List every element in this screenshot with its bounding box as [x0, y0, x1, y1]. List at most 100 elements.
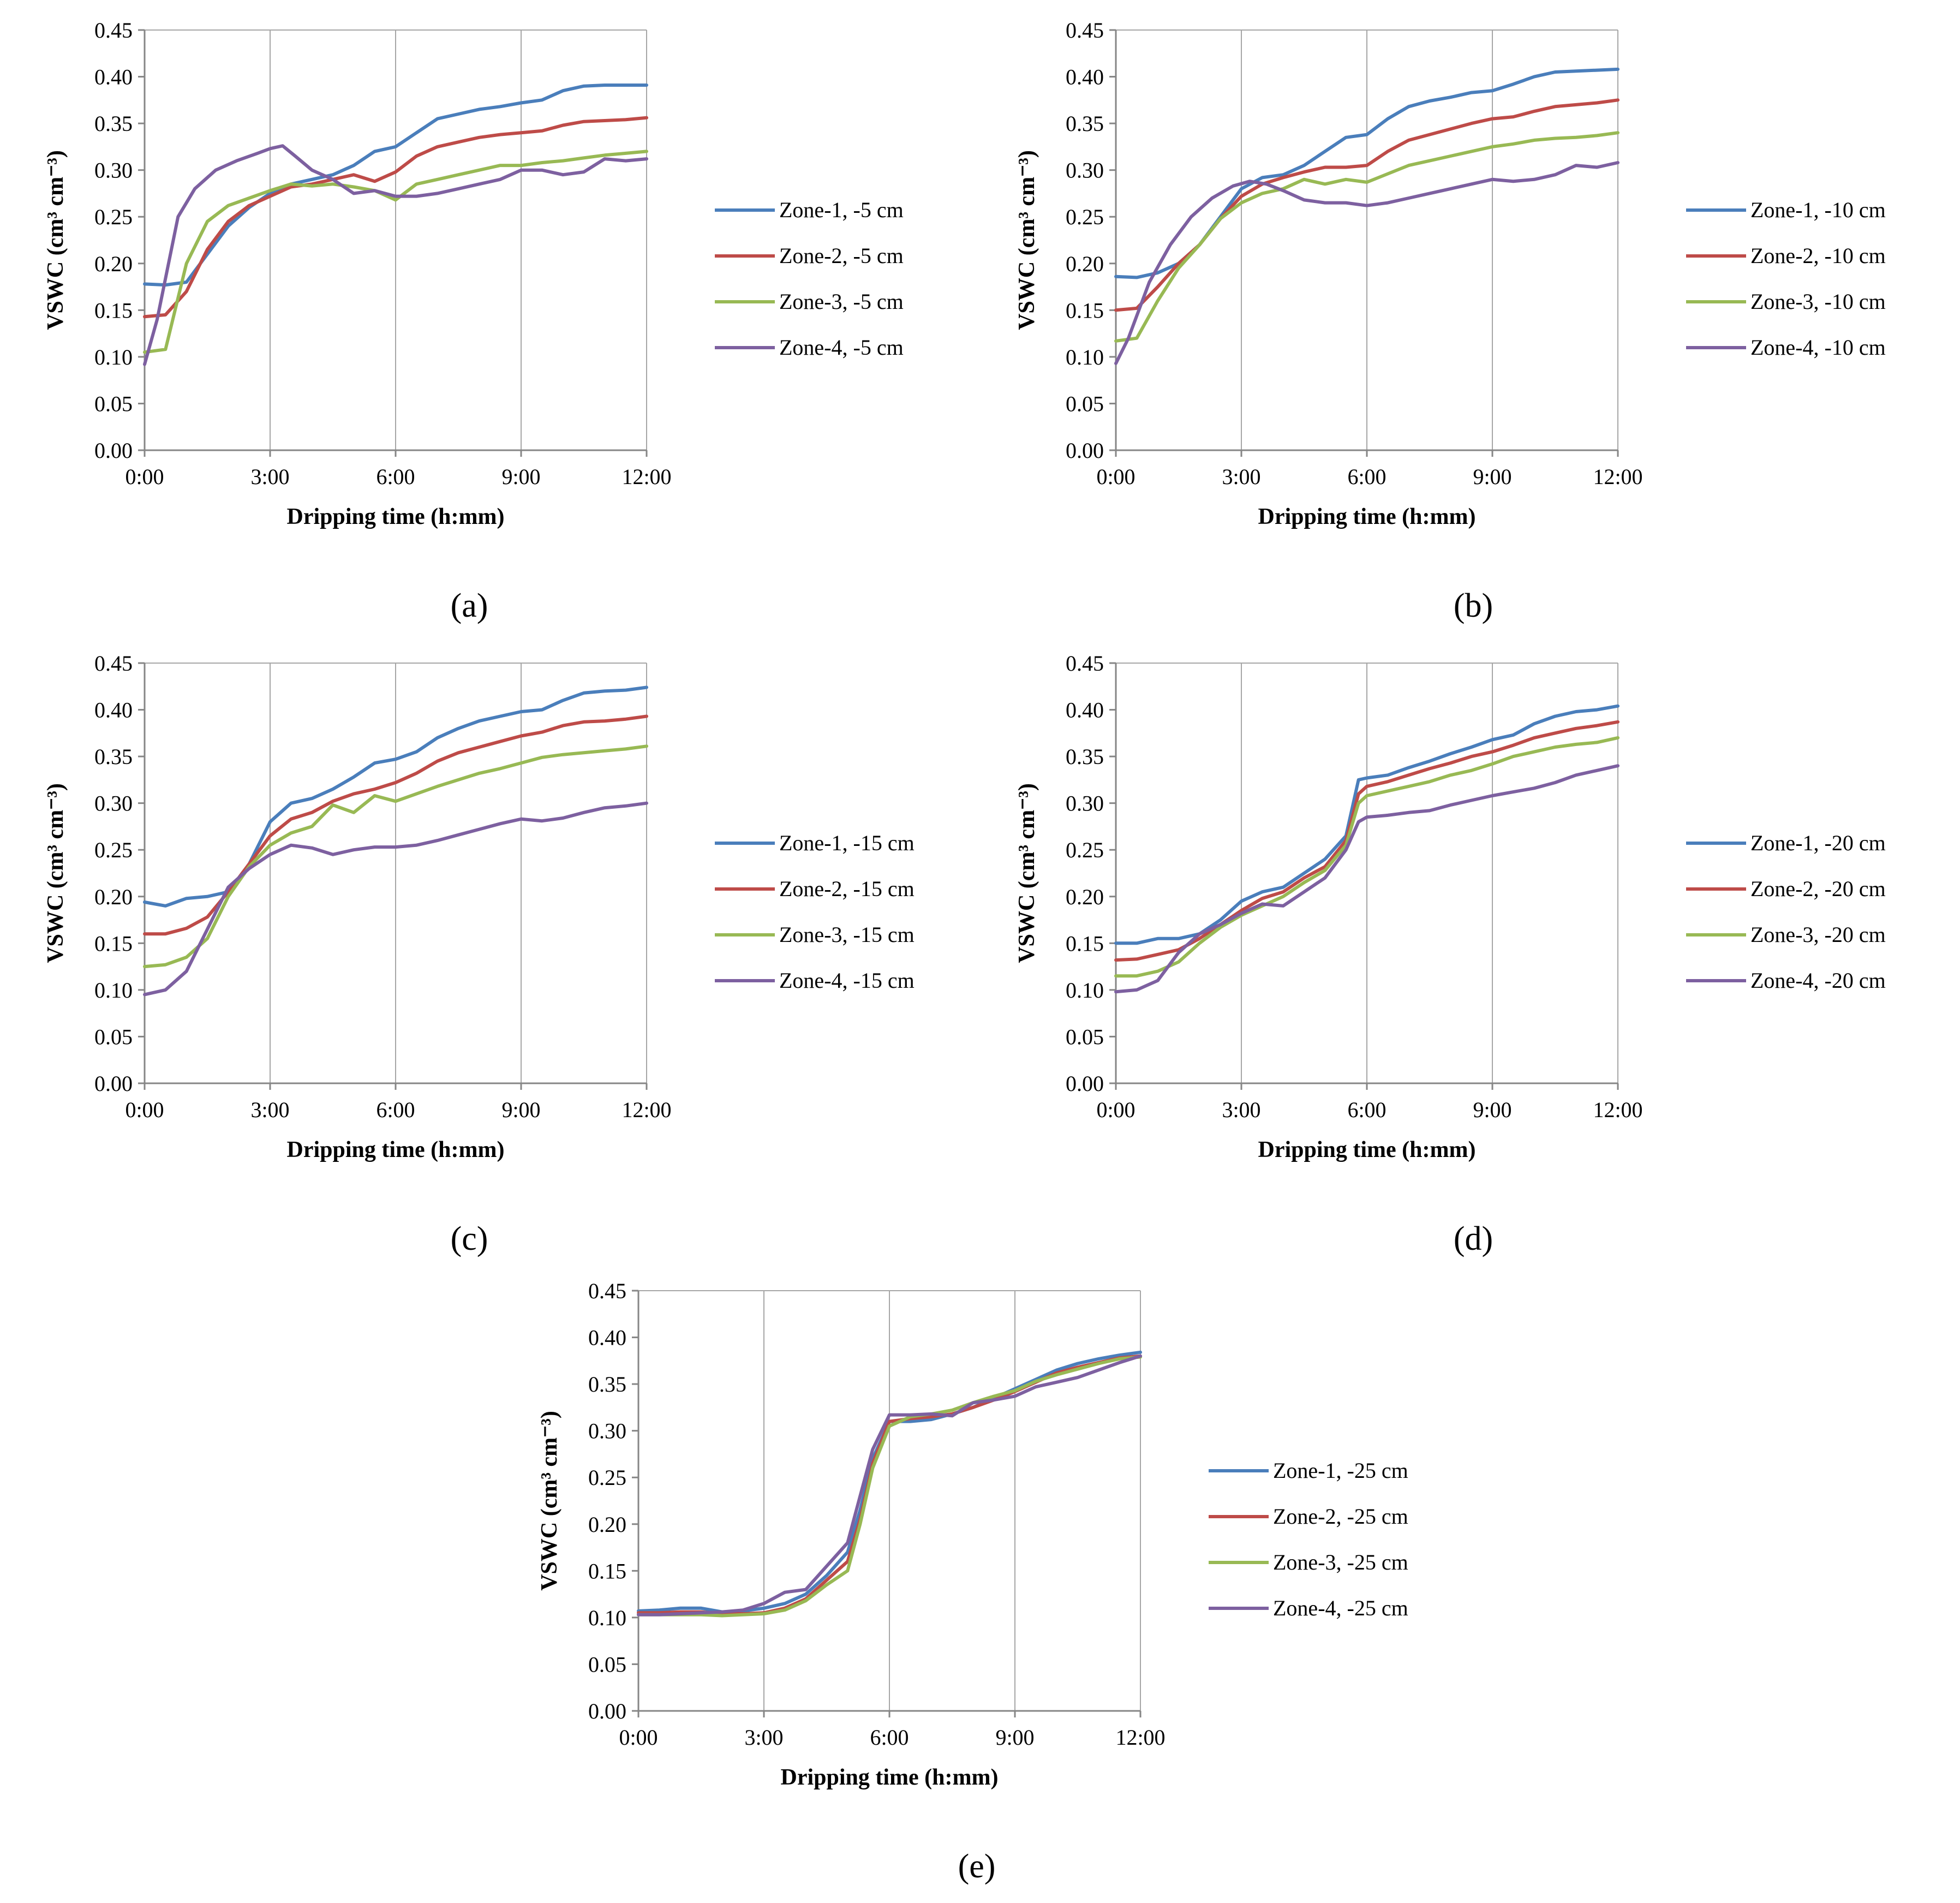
y-tick-label: 0.45: [588, 1279, 626, 1303]
y-tick-label: 0.20: [588, 1512, 626, 1537]
chart-b: 0.00 0.05 0.10 0.15 0.20 0.25 0.30 0.35 0.40 0.45…: [1014, 18, 1886, 529]
legend-label-zone-3: Zone-3, -15 cm: [779, 922, 915, 947]
x-tick-label: 9:00: [995, 1725, 1034, 1750]
legend-label-zone-1: Zone-1, -20 cm: [1750, 831, 1886, 855]
y-tick-label: 0.25: [94, 205, 133, 229]
y-tick-label: 0.15: [1066, 931, 1104, 956]
y-tick-label: 0.15: [94, 931, 133, 956]
y-tick-label: 0.30: [1066, 158, 1104, 183]
y-tick-label: 0.10: [588, 1606, 626, 1630]
series-line-zone-3: [143, 744, 648, 969]
y-tick-label: 0.40: [1066, 698, 1104, 723]
x-tick-label: 3:00: [250, 1097, 289, 1122]
chart-d: 0.00 0.05 0.10 0.15 0.20 0.25 0.30 0.35 0.40 0.45…: [1014, 651, 1886, 1162]
x-tick-label: 0:00: [619, 1725, 658, 1750]
chart-e: 0.00 0.05 0.10 0.15 0.20 0.25 0.30 0.35 0.40 0.45…: [537, 1279, 1408, 1790]
chart-a: 0.00 0.05 0.10 0.15 0.20 0.25 0.30 0.35 0.40 0.45…: [43, 18, 904, 529]
x-axis-title: Dripping time (h:mm): [781, 1765, 999, 1790]
x-tick-label: 12:00: [622, 464, 671, 489]
x-tick-label: 9:00: [1473, 464, 1511, 489]
y-tick-label: 0.20: [1066, 885, 1104, 909]
x-tick-label: 12:00: [622, 1097, 671, 1122]
series-line-zone-2: [143, 714, 648, 936]
y-axis-title: VSWC (cm³ cm⁻³): [43, 150, 68, 330]
legend-label-zone-1: Zone-1, -25 cm: [1273, 1458, 1408, 1483]
y-tick-label: 0.05: [588, 1652, 626, 1677]
y-tick-label: 0.30: [588, 1419, 626, 1443]
panel-label-a: (a): [450, 587, 488, 624]
y-tick-label: 0.40: [1066, 65, 1104, 90]
legend-label-zone-3: Zone-3, -5 cm: [779, 289, 904, 314]
series-line-zone-2: [1114, 720, 1620, 962]
y-tick-label: 0.30: [94, 791, 133, 816]
x-tick-label: 3:00: [1222, 1097, 1260, 1122]
legend-label-zone-2: Zone-2, -15 cm: [779, 876, 915, 901]
y-tick-label: 0.10: [94, 345, 133, 369]
legend-label-zone-4: Zone-4, -20 cm: [1750, 968, 1886, 993]
series-line-zone-3: [1114, 131, 1620, 343]
legend-label-zone-4: Zone-4, -5 cm: [779, 335, 904, 360]
panel-label-c: (c): [450, 1220, 488, 1257]
x-tick-label: 9:00: [501, 464, 540, 489]
legend-label-zone-3: Zone-3, -25 cm: [1273, 1550, 1408, 1574]
panel-b: 0.00 0.05 0.10 0.15 0.20 0.25 0.30 0.35 0.40 0.45…: [988, 11, 1948, 611]
x-tick-label: 0:00: [1096, 1097, 1135, 1122]
series-line-zone-4: [1114, 161, 1620, 365]
y-tick-label: 0.10: [94, 978, 133, 1003]
y-tick-label: 0.40: [94, 65, 133, 90]
y-tick-label: 0.35: [94, 744, 133, 769]
x-tick-label: 3:00: [1222, 464, 1260, 489]
y-axis-title: VSWC (cm³ cm⁻³): [1014, 783, 1039, 963]
series-line-zone-4: [143, 144, 648, 366]
x-tick-label: 3:00: [250, 464, 289, 489]
y-tick-label: 0.35: [1066, 111, 1104, 136]
y-tick-label: 0.05: [1066, 391, 1104, 416]
y-tick-label: 0.35: [1066, 744, 1104, 769]
y-tick-label: 0.30: [94, 158, 133, 183]
x-tick-label: 12:00: [1593, 464, 1642, 489]
y-tick-label: 0.45: [1066, 651, 1104, 676]
panel-label-b: (b): [1453, 587, 1493, 624]
legend-label-zone-2: Zone-2, -20 cm: [1750, 876, 1886, 901]
legend-label-zone-1: Zone-1, -15 cm: [779, 831, 915, 855]
y-tick-label: 0.10: [1066, 345, 1104, 369]
panel-e: 0.00 0.05 0.10 0.15 0.20 0.25 0.30 0.35 0.40 0.45…: [510, 1272, 1471, 1872]
panel-label-e: (e): [958, 1848, 996, 1885]
x-tick-label: 6:00: [870, 1725, 909, 1750]
x-axis-title: Dripping time (h:mm): [1258, 504, 1476, 529]
y-tick-label: 0.10: [1066, 978, 1104, 1003]
x-tick-label: 6:00: [376, 464, 415, 489]
series-line-zone-3: [1114, 736, 1620, 978]
y-tick-label: 0.30: [1066, 791, 1104, 816]
panel-d: 0.00 0.05 0.10 0.15 0.20 0.25 0.30 0.35 0.40 0.45…: [988, 644, 1948, 1244]
y-tick-label: 0.00: [94, 438, 133, 463]
series-line-zone-1: [143, 83, 648, 287]
y-tick-label: 0.05: [94, 391, 133, 416]
legend-label-zone-4: Zone-4, -10 cm: [1750, 335, 1886, 360]
x-tick-label: 9:00: [1473, 1097, 1511, 1122]
panel-a: 0.00 0.05 0.10 0.15 0.20 0.25 0.30 0.35 0.40 0.45…: [16, 11, 977, 611]
x-tick-label: 0:00: [125, 1097, 164, 1122]
y-tick-label: 0.45: [94, 18, 133, 43]
y-tick-label: 0.20: [94, 252, 133, 276]
legend-label-zone-4: Zone-4, -25 cm: [1273, 1596, 1408, 1620]
series-line-zone-4: [637, 1354, 1142, 1616]
legend-label-zone-3: Zone-3, -20 cm: [1750, 922, 1886, 947]
y-tick-label: 0.45: [94, 651, 133, 676]
y-tick-label: 0.00: [94, 1071, 133, 1096]
legend-label-zone-4: Zone-4, -15 cm: [779, 968, 915, 993]
y-tick-label: 0.00: [1066, 1071, 1104, 1096]
legend-label-zone-2: Zone-2, -10 cm: [1750, 243, 1886, 268]
y-tick-label: 0.25: [1066, 838, 1104, 862]
y-tick-label: 0.25: [588, 1465, 626, 1490]
y-tick-label: 0.05: [1066, 1024, 1104, 1049]
y-tick-label: 0.15: [94, 298, 133, 323]
y-tick-label: 0.15: [588, 1559, 626, 1583]
x-axis-title: Dripping time (h:mm): [1258, 1137, 1476, 1162]
y-tick-label: 0.45: [1066, 18, 1104, 43]
series-line-zone-3: [637, 1355, 1142, 1618]
y-tick-label: 0.00: [588, 1699, 626, 1723]
legend-label-zone-1: Zone-1, -5 cm: [779, 198, 904, 222]
y-tick-label: 0.35: [94, 111, 133, 136]
x-tick-label: 3:00: [744, 1725, 783, 1750]
